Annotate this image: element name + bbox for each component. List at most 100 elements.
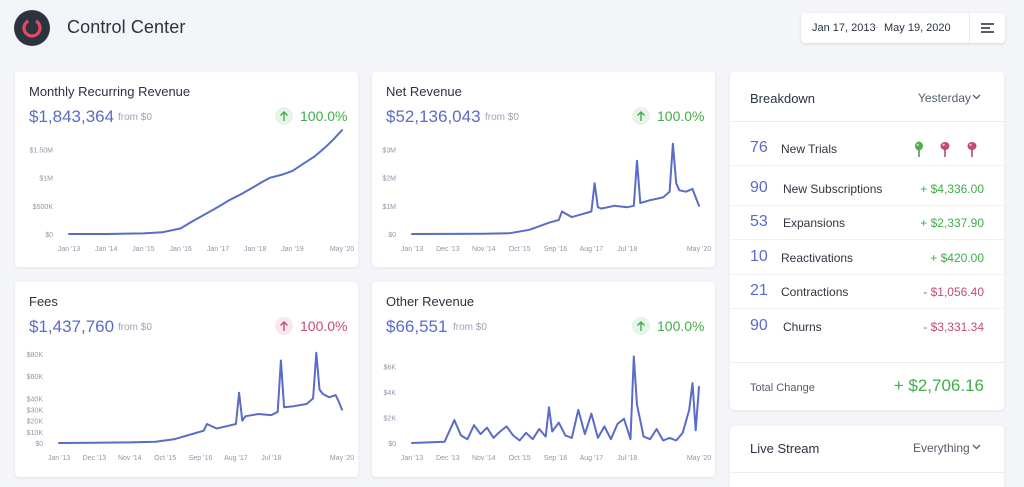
date-separator: –: [872, 21, 879, 33]
metric-card-fees[interactable]: Fees $1,437,760 from $0 100.0% $0 $10K $20…: [15, 282, 358, 477]
trend-badge: [632, 107, 650, 125]
breakdown-row-reactivations[interactable]: 10 Reactivations + $420.00: [730, 241, 1004, 275]
card-change: 100.0%: [300, 318, 348, 334]
y-tick-label: $2K: [384, 416, 397, 423]
card-from: from $0: [118, 322, 152, 333]
row-count: 10: [750, 248, 768, 265]
row-count: 90: [750, 317, 768, 334]
card-value: $1,843,364: [29, 107, 115, 126]
series-line[interactable]: [68, 129, 343, 235]
y-tick-label: $3M: [382, 147, 396, 154]
row-count: 21: [750, 282, 768, 299]
arrow-up-icon: [280, 111, 288, 121]
card-change: 100.0%: [657, 318, 705, 334]
row-count: 90: [750, 179, 768, 196]
live-stream-filter-select[interactable]: Everything: [913, 441, 970, 455]
breakdown-filter-select[interactable]: Yesterday: [918, 91, 971, 105]
date-range-picker[interactable]: Jan 17, 2013 – May 19, 2020: [801, 13, 1005, 43]
arrow-up-icon: [637, 321, 645, 331]
x-tick-label: Oct '15: [509, 246, 531, 253]
row-amount: + $2,337.90: [920, 216, 984, 230]
chevron-down-icon[interactable]: [972, 444, 981, 450]
date-start[interactable]: Jan 17, 2013: [812, 22, 876, 34]
x-tick-label: Dec '13: [83, 455, 107, 462]
x-tick-label: May '20: [330, 455, 354, 462]
breakdown-row-contractions[interactable]: 21 Contractions - $1,056.40: [730, 275, 1004, 309]
total-value: + $2,706.16: [893, 376, 984, 395]
series-line[interactable]: [411, 355, 700, 444]
arrow-up-icon: [280, 321, 288, 331]
net-revenue-chart: $0 $1M $2M $3M Jan '13 Dec '13 Nov '14 Oct '15 S…: [382, 142, 711, 253]
breakdown-row-new-trials[interactable]: 76 New Trials: [730, 132, 1004, 166]
card-value: $1,437,760: [29, 317, 115, 336]
x-tick-label: Jul '18: [617, 455, 637, 462]
card-value: $66,551: [386, 317, 448, 336]
row-amount: - $1,056.40: [923, 285, 984, 299]
pink-pin-icon: [940, 142, 950, 157]
breakdown-panel: Breakdown Yesterday 76 New Trials 90 New…: [730, 72, 1004, 410]
app-logo[interactable]: [14, 10, 50, 46]
green-pin-icon: [915, 141, 923, 157]
x-tick-label: Oct '15: [154, 455, 176, 462]
total-label: Total Change: [750, 382, 815, 394]
x-tick-label: Aug '17: [224, 455, 248, 462]
y-tick-label: $60K: [27, 374, 44, 381]
live-stream-title: Live Stream: [750, 441, 820, 456]
pink-pin-icon: [967, 142, 977, 157]
trend-badge: [632, 317, 650, 335]
row-label: Reactivations: [781, 251, 854, 265]
x-tick-label: Jul '18: [617, 246, 637, 253]
x-tick-label: Jan '13: [48, 455, 70, 462]
y-tick-label: $1M: [382, 204, 396, 211]
y-tick-label: $500K: [33, 204, 54, 211]
x-tick-label: Jan '16: [170, 246, 192, 253]
breakdown-row-expansions[interactable]: 53 Expansions + $2,337.90: [730, 206, 1004, 240]
x-tick-label: Jan '17: [207, 246, 229, 253]
other-revenue-chart: $0 $2K $4K $6K Jan '13 Dec '13 Nov '14 Oct '15 S…: [384, 355, 711, 462]
card-from: from $0: [485, 112, 519, 123]
metric-card-mrr[interactable]: Monthly Recurring Revenue $1,843,364 fro…: [15, 72, 358, 267]
y-tick-label: $0: [388, 441, 396, 448]
fees-chart: $0 $10K $20K $30K $40K $60K $80K Jan '13 Dec '13…: [27, 351, 354, 462]
y-tick-label: $0: [388, 232, 396, 239]
x-tick-label: May '20: [687, 246, 711, 253]
live-stream-panel: Live Stream Everything: [730, 426, 1004, 487]
x-tick-label: Jul '18: [261, 455, 281, 462]
series-line[interactable]: [58, 351, 343, 444]
date-end[interactable]: May 19, 2020: [884, 22, 951, 34]
menu-icon-line: [981, 27, 990, 29]
card-title: Net Revenue: [386, 84, 462, 99]
card-title: Fees: [29, 294, 58, 309]
x-tick-label: Oct '15: [509, 455, 531, 462]
x-tick-label: Jan '13: [58, 246, 80, 253]
card-value: $52,136,043: [386, 107, 481, 126]
breakdown-row-churns[interactable]: 90 Churns - $3,331.34: [730, 310, 1004, 344]
card-title: Other Revenue: [386, 294, 475, 309]
metric-card-other-revenue[interactable]: Other Revenue $66,551 from $0 100.0% $0 $…: [372, 282, 715, 477]
breakdown-header: Breakdown Yesterday: [730, 72, 1004, 122]
x-tick-label: Sep '16: [189, 455, 213, 462]
chevron-down-icon[interactable]: [972, 94, 981, 100]
row-label: Churns: [783, 320, 822, 334]
y-tick-label: $30K: [27, 408, 44, 415]
filter-menu-button[interactable]: [970, 13, 1005, 43]
y-tick-label: $40K: [27, 396, 44, 403]
metric-card-net-revenue[interactable]: Net Revenue $52,136,043 from $0 100.0% $…: [372, 72, 715, 267]
y-tick-label: $0: [35, 441, 43, 448]
x-tick-label: Aug '17: [580, 246, 604, 253]
x-tick-label: Dec '13: [436, 246, 460, 253]
x-tick-label: Dec '13: [436, 455, 460, 462]
row-amount: + $4,336.00: [920, 182, 984, 196]
breakdown-row-new-subscriptions[interactable]: 90 New Subscriptions + $4,336.00: [730, 172, 1004, 206]
y-tick-label: $6K: [384, 365, 397, 372]
menu-icon: [981, 23, 994, 25]
series-line[interactable]: [411, 142, 700, 235]
y-tick-label: $20K: [27, 419, 44, 426]
row-count: 53: [750, 213, 768, 230]
y-tick-label: $1.50M: [30, 148, 54, 155]
card-change: 100.0%: [657, 108, 705, 124]
logo-ring-icon: [22, 18, 42, 38]
row-label: Contractions: [781, 285, 849, 299]
mrr-chart: $0 $500K $1M $1.50M Jan '13 Jan '14 Jan '15 Jan…: [30, 129, 354, 253]
trend-badge: [275, 107, 293, 125]
